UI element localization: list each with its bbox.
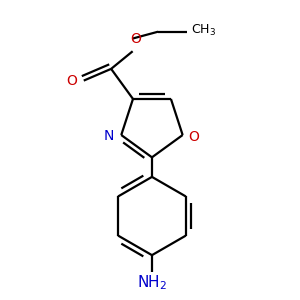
Text: O: O [188,130,200,144]
Text: O: O [66,74,77,88]
Text: N: N [104,129,114,143]
Text: O: O [130,32,141,46]
Text: CH$_3$: CH$_3$ [191,23,217,38]
Text: NH$_2$: NH$_2$ [137,274,167,292]
